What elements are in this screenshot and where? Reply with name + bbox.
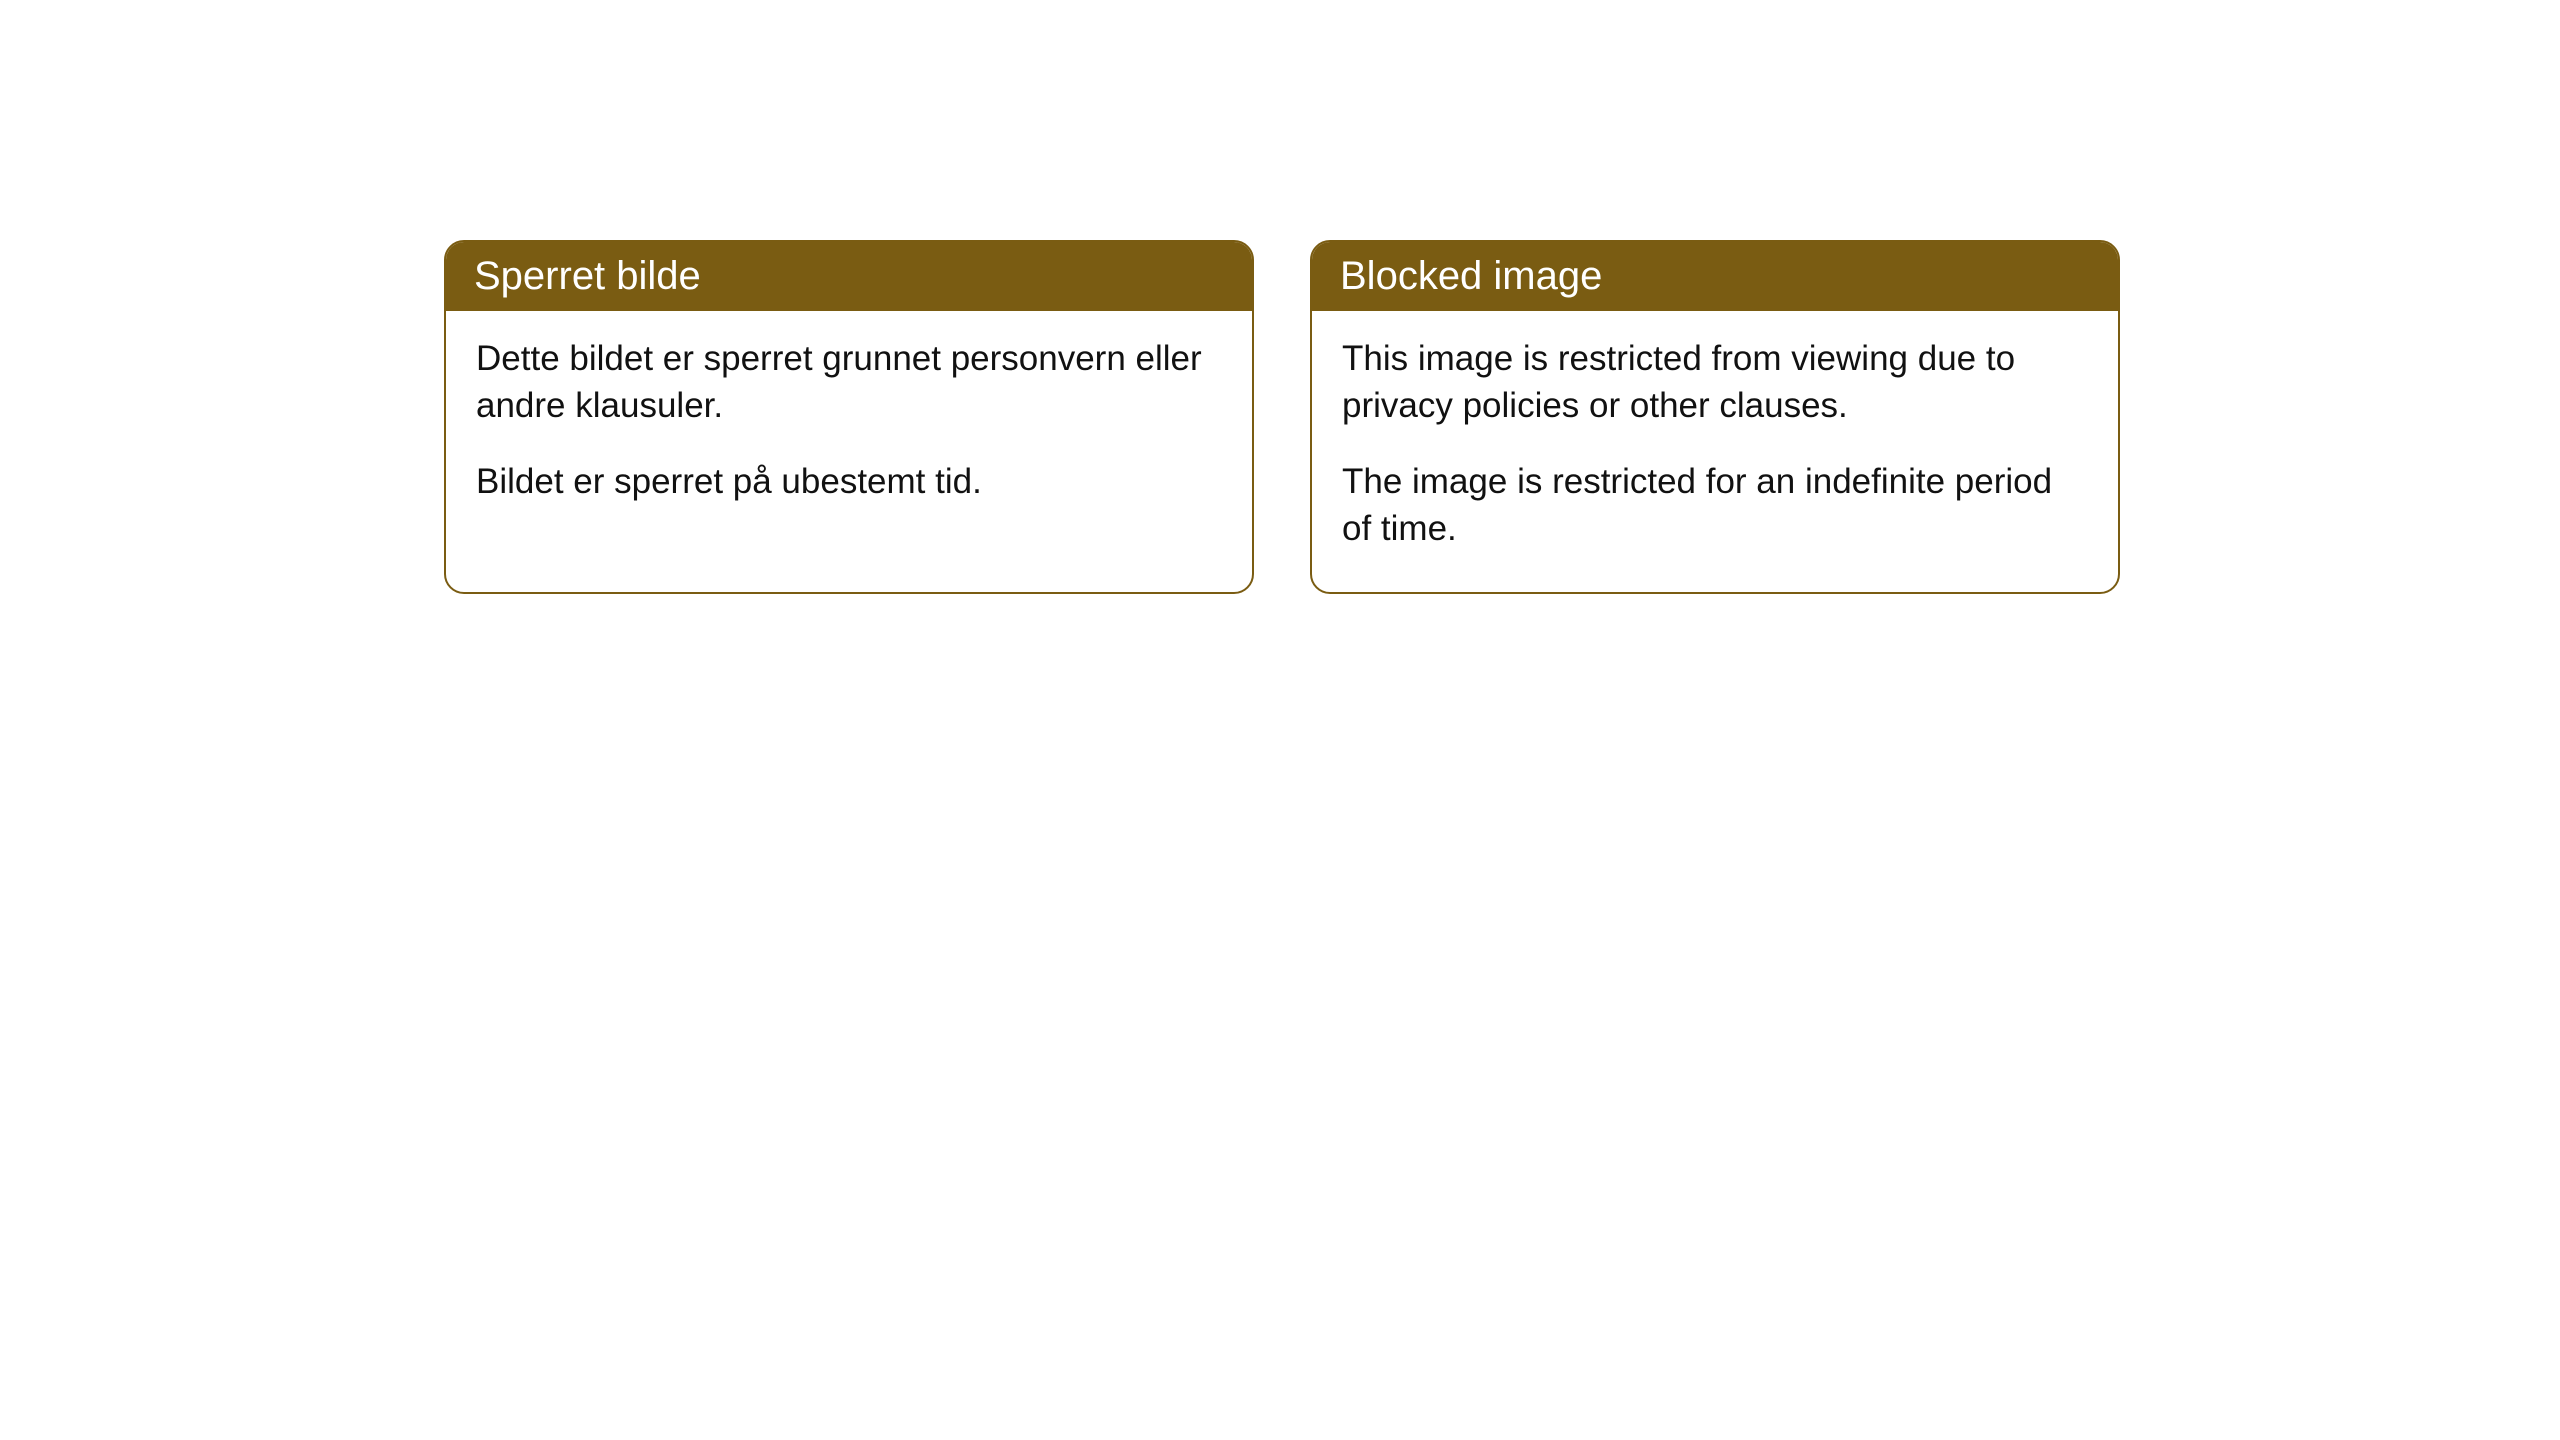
card-paragraph: Bildet er sperret på ubestemt tid. [476,458,1222,505]
card-paragraph: Dette bildet er sperret grunnet personve… [476,335,1222,430]
card-body-en: This image is restricted from viewing du… [1312,311,2118,592]
card-header-no: Sperret bilde [446,242,1252,311]
card-paragraph: The image is restricted for an indefinit… [1342,458,2088,553]
notice-container: Sperret bilde Dette bildet er sperret gr… [0,0,2560,594]
card-body-no: Dette bildet er sperret grunnet personve… [446,311,1252,545]
card-header-en: Blocked image [1312,242,2118,311]
blocked-image-card-no: Sperret bilde Dette bildet er sperret gr… [444,240,1254,594]
card-paragraph: This image is restricted from viewing du… [1342,335,2088,430]
blocked-image-card-en: Blocked image This image is restricted f… [1310,240,2120,594]
